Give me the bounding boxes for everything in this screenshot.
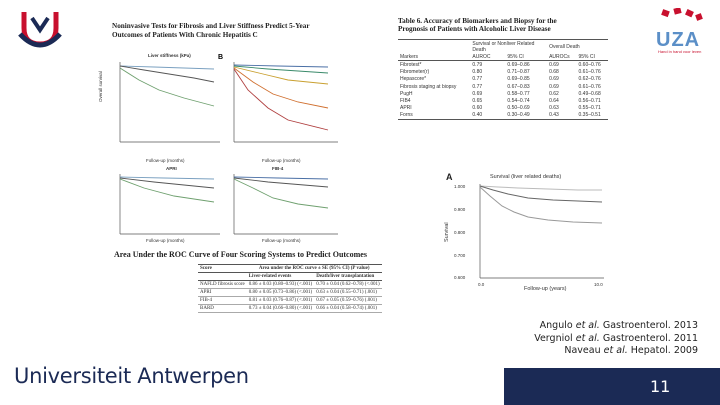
panel-b-xlabel: Follow-up (months) — [262, 158, 301, 163]
citation-line: Naveau et al. Hepatol. 2009 — [564, 345, 698, 356]
uza-logo-mark — [661, 7, 703, 21]
auc-table-grid: Score Area under the ROC curve ± SE (95%… — [198, 264, 382, 313]
table6-col-header: AUROC — [470, 53, 506, 62]
uza-tagline: Hand in hand voor leven — [658, 49, 702, 54]
table6-title-line1: Table 6. Accuracy of Biomarkers and Biop… — [398, 17, 557, 25]
table-row: FIB4 0.65 0.54–0.74 0.64 0.56–0.71 — [400, 97, 601, 104]
panel-c-xlabel: Follow-up (months) — [146, 238, 185, 243]
survival-ytick: 0.800 — [454, 230, 466, 235]
page-number-bar: 11 — [504, 368, 720, 405]
chc-figure-title-line1: Noninvasive Tests for Fibrosis and Liver… — [112, 22, 310, 30]
table-row: Fibrosis staging at biopsy 0.77 0.67–0.83 0… — [400, 83, 601, 90]
auc-table-figure: Area Under the ROC Curve of Four Scoring… — [114, 250, 386, 354]
auc-header-group: Area under the ROC curve ± SE (95% CI) (… — [246, 264, 382, 273]
panel-b-label: B — [218, 54, 224, 61]
table-row: PugH 0.69 0.58–0.77 0.62 0.49–0.68 — [400, 90, 601, 97]
table6-col-header: Markers — [398, 53, 471, 62]
auc-col-header: Score — [198, 264, 247, 273]
panel-d-title: FIB-4 — [272, 166, 284, 171]
survival-panel-label: A — [446, 172, 453, 182]
survival-ytick: 0.600 — [454, 275, 466, 280]
auc-table-title: Area Under the ROC Curve of Four Scoring… — [114, 250, 367, 259]
survival-chart — [479, 184, 604, 279]
chc-figure-title-line2: Outcomes of Patients With Chronic Hepati… — [112, 31, 258, 39]
table-row: APRI 0.80 ± 0.05 (0.73–0.86) (<.001) 0.63 … — [198, 288, 382, 297]
citation-line: Vergniol et al. Gastroenterol. 2011 — [534, 332, 698, 344]
table-row: Hepascore* 0.77 0.69–0.85 0.69 0.62–0.76 — [400, 76, 601, 83]
table6-col-header: 95% CI — [505, 53, 548, 62]
survival-xtick: 0.0 — [478, 282, 485, 287]
table6-group-spacer — [398, 39, 471, 54]
uza-logo: UZA Hand in hand voor leven — [652, 7, 712, 54]
panel-a-ylabel: Overall survival — [98, 71, 103, 102]
panel-c-title: APRI — [166, 166, 177, 171]
university-wordmark: Universiteit Antwerpen — [14, 364, 249, 388]
uza-logo-text: UZA — [656, 29, 701, 51]
survival-xtick: 10.0 — [594, 282, 603, 287]
panel-a-xlabel: Follow-up (months) — [146, 158, 185, 163]
chc-survival-figure: Noninvasive Tests for Fibrosis and Liver… — [98, 22, 340, 246]
table6-grid: Survival or Nonliver Related Death Overa… — [398, 39, 608, 120]
survival-ytick: 1.000 — [454, 184, 466, 189]
table6-biomarkers: Table 6. Accuracy of Biomarkers and Biop… — [398, 17, 608, 157]
university-logo-mark — [14, 6, 66, 54]
table-row: FIB-4 0.81 ± 0.03 (0.76–0.87) (<.001) 0.67… — [198, 296, 382, 305]
citation-line: Angulo et al. Gastroenterol. 2013 — [539, 320, 698, 331]
table-row: Fibrotest* 0.79 0.69–0.86 0.69 0.60–0.76 — [400, 61, 601, 68]
survival-ylabel: Survival — [444, 222, 450, 242]
table-row: Forns 0.40 0.30–0.49 0.43 0.35–0.51 — [398, 111, 608, 120]
table-row: BARD 0.73 ± 0.04 (0.66–0.80) (<.001) 0.66 … — [198, 304, 382, 313]
table6-group2: Overall Death — [547, 39, 608, 54]
panel-c-chart — [119, 174, 220, 235]
panel-a-chart — [119, 62, 220, 143]
survival-title: Survival (liver related deaths) — [490, 174, 562, 180]
panel-a-title: Liver stiffness (kPa) — [148, 53, 191, 58]
panel-d-xlabel: Follow-up (months) — [262, 238, 301, 243]
table-row: NAFLD fibrosis score 0.86 ± 0.03 (0.80–0.… — [198, 280, 382, 289]
citations: Angulo et al. Gastroenterol. 2013 Vergni… — [470, 320, 698, 358]
survival-ytick: 0.700 — [454, 253, 466, 258]
table-row: APRI 0.60 0.50–0.69 0.63 0.55–0.71 — [400, 105, 601, 112]
survival-ytick: 0.900 — [454, 207, 466, 212]
liver-death-survival-figure: A Survival (liver related deaths) 1.000 … — [442, 170, 610, 294]
table6-col-header: 95% CI — [576, 53, 608, 62]
auc-col-header: Liver-related events — [246, 272, 315, 281]
table-row: Fibrometer(r) 0.80 0.71–0.87 0.68 0.61–0.76 — [400, 69, 601, 76]
auc-col-header: Death/liver transplantation — [314, 272, 382, 281]
table6-group1: Survival or Nonliver Related Death — [470, 39, 548, 54]
page-number: 11 — [650, 377, 671, 396]
panel-d-chart — [233, 174, 338, 235]
auc-col-spacer — [198, 272, 247, 281]
panel-b-chart — [233, 62, 338, 143]
table6-title-line2: Prognosis of Patients with Alcoholic Liv… — [398, 25, 551, 33]
table6-col-header: AUROCs — [547, 53, 577, 62]
survival-xlabel: Follow-up (years) — [524, 286, 567, 292]
